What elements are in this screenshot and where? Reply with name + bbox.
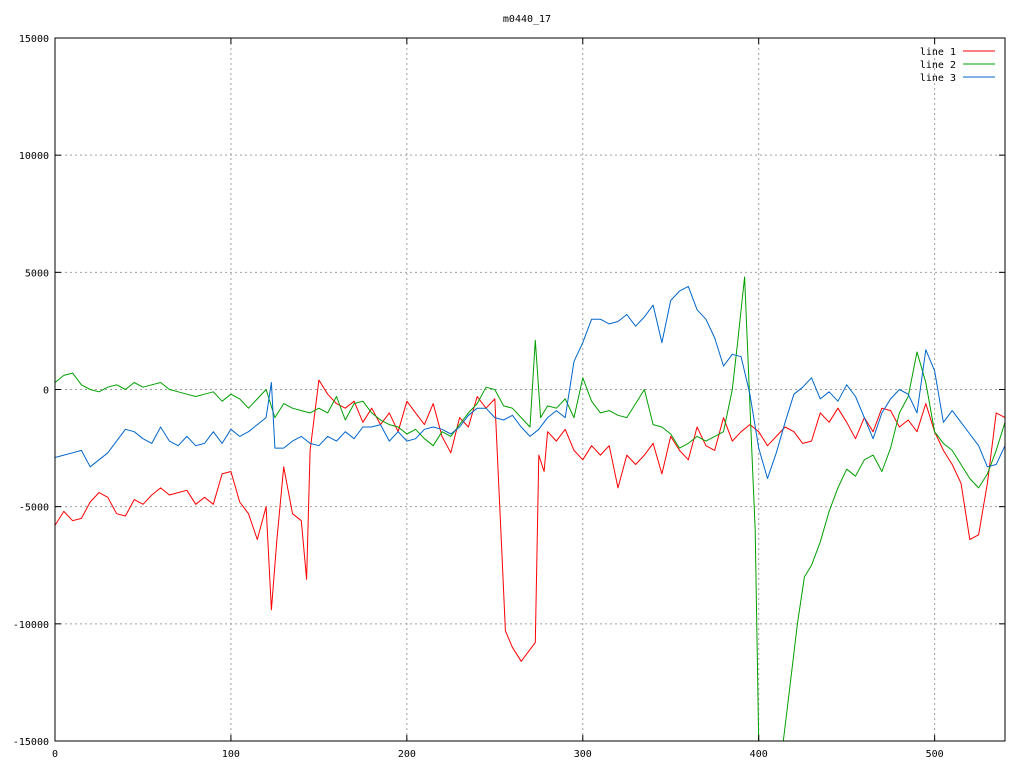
x-tick-label: 200 (398, 749, 416, 760)
x-tick-label: 0 (52, 749, 58, 760)
y-tick-label: 5000 (25, 268, 49, 279)
x-tick-label: 300 (574, 749, 592, 760)
y-tick-label: 15000 (19, 34, 49, 45)
legend-label-2: line 2 (920, 60, 956, 71)
legend: line 1 line 2 line 3 (920, 47, 995, 84)
y-tick-label: 0 (43, 386, 49, 397)
y-tick-label: 10000 (19, 151, 49, 162)
series-line-1 (55, 379, 1005, 662)
y-tick-label: -15000 (13, 737, 49, 748)
x-tick-label: 500 (926, 749, 944, 760)
grid (55, 38, 1005, 741)
legend-label-3: line 3 (920, 73, 956, 84)
legend-label-1: line 1 (920, 47, 956, 58)
series-layer (55, 276, 1005, 741)
axes: 0 100 200 300 400 500 -15000 -10000 -5000 0 5000 10… (13, 34, 1005, 760)
series-line-2 (55, 276, 1005, 741)
series-line-3 (55, 285, 1005, 479)
x-tick-label: 100 (222, 749, 240, 760)
y-tick-label: -10000 (13, 620, 49, 631)
x-tick-label: 400 (750, 749, 768, 760)
chart-title: m0440_17 (503, 14, 551, 25)
y-tick-label: -5000 (19, 503, 49, 514)
